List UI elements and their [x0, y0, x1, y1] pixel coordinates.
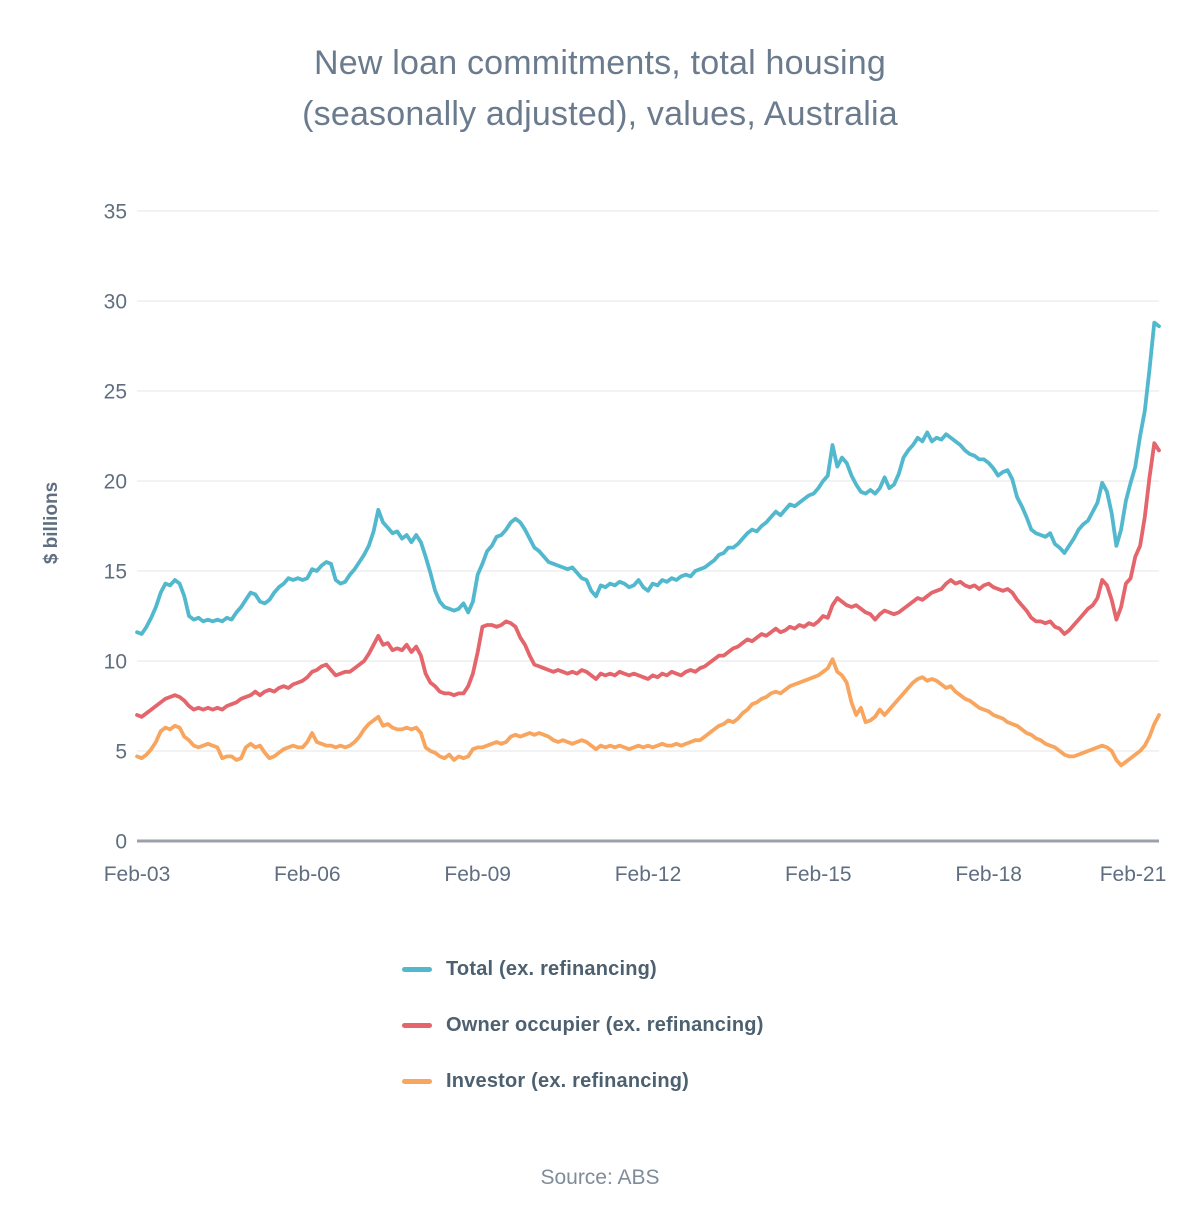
svg-text:20: 20: [104, 471, 127, 494]
svg-text:Feb-06: Feb-06: [274, 863, 341, 886]
source-note: Source: ABS: [540, 1166, 660, 1189]
owner-occupier-line-icon: [402, 1022, 432, 1028]
legend-item-investor: Investor (ex. refinancing): [402, 1068, 764, 1094]
svg-text:35: 35: [104, 201, 127, 224]
investor-line-icon: [402, 1078, 432, 1084]
line-chart: 0 5 10 15 20 25 30 35 Feb-03 Feb-06 Feb-09 Feb-12 Fe…: [104, 201, 1167, 887]
chart-title-line1: New loan commitments, total housing: [313, 44, 887, 82]
legend: Total (ex. refinancing) Owner occupier (…: [402, 956, 764, 1094]
svg-text:Feb-09: Feb-09: [444, 863, 511, 886]
svg-text:25: 25: [104, 381, 127, 404]
svg-text:15: 15: [104, 561, 127, 584]
svg-text:10: 10: [104, 651, 127, 674]
svg-text:Feb-21: Feb-21: [1100, 863, 1167, 886]
legend-item-owner-occupier: Owner occupier (ex. refinancing): [402, 1012, 764, 1038]
svg-text:0: 0: [115, 831, 127, 854]
chart-title-line2: (seasonally adjusted), values, Australia: [302, 95, 898, 133]
svg-text:Feb-12: Feb-12: [615, 863, 682, 886]
legend-item-total: Total (ex. refinancing): [402, 956, 764, 982]
svg-text:Feb-15: Feb-15: [785, 863, 852, 886]
svg-text:Feb-03: Feb-03: [104, 863, 171, 886]
chart-title: New loan commitments, total housing (sea…: [0, 38, 1200, 140]
svg-text:Feb-18: Feb-18: [955, 863, 1022, 886]
svg-text:30: 30: [104, 291, 127, 314]
legend-label-investor: Investor (ex. refinancing): [446, 1069, 690, 1092]
svg-text:5: 5: [115, 741, 127, 764]
total-line-icon: [402, 966, 432, 972]
legend-label-total: Total (ex. refinancing): [446, 957, 657, 980]
legend-label-owner-occupier: Owner occupier (ex. refinancing): [446, 1013, 764, 1036]
